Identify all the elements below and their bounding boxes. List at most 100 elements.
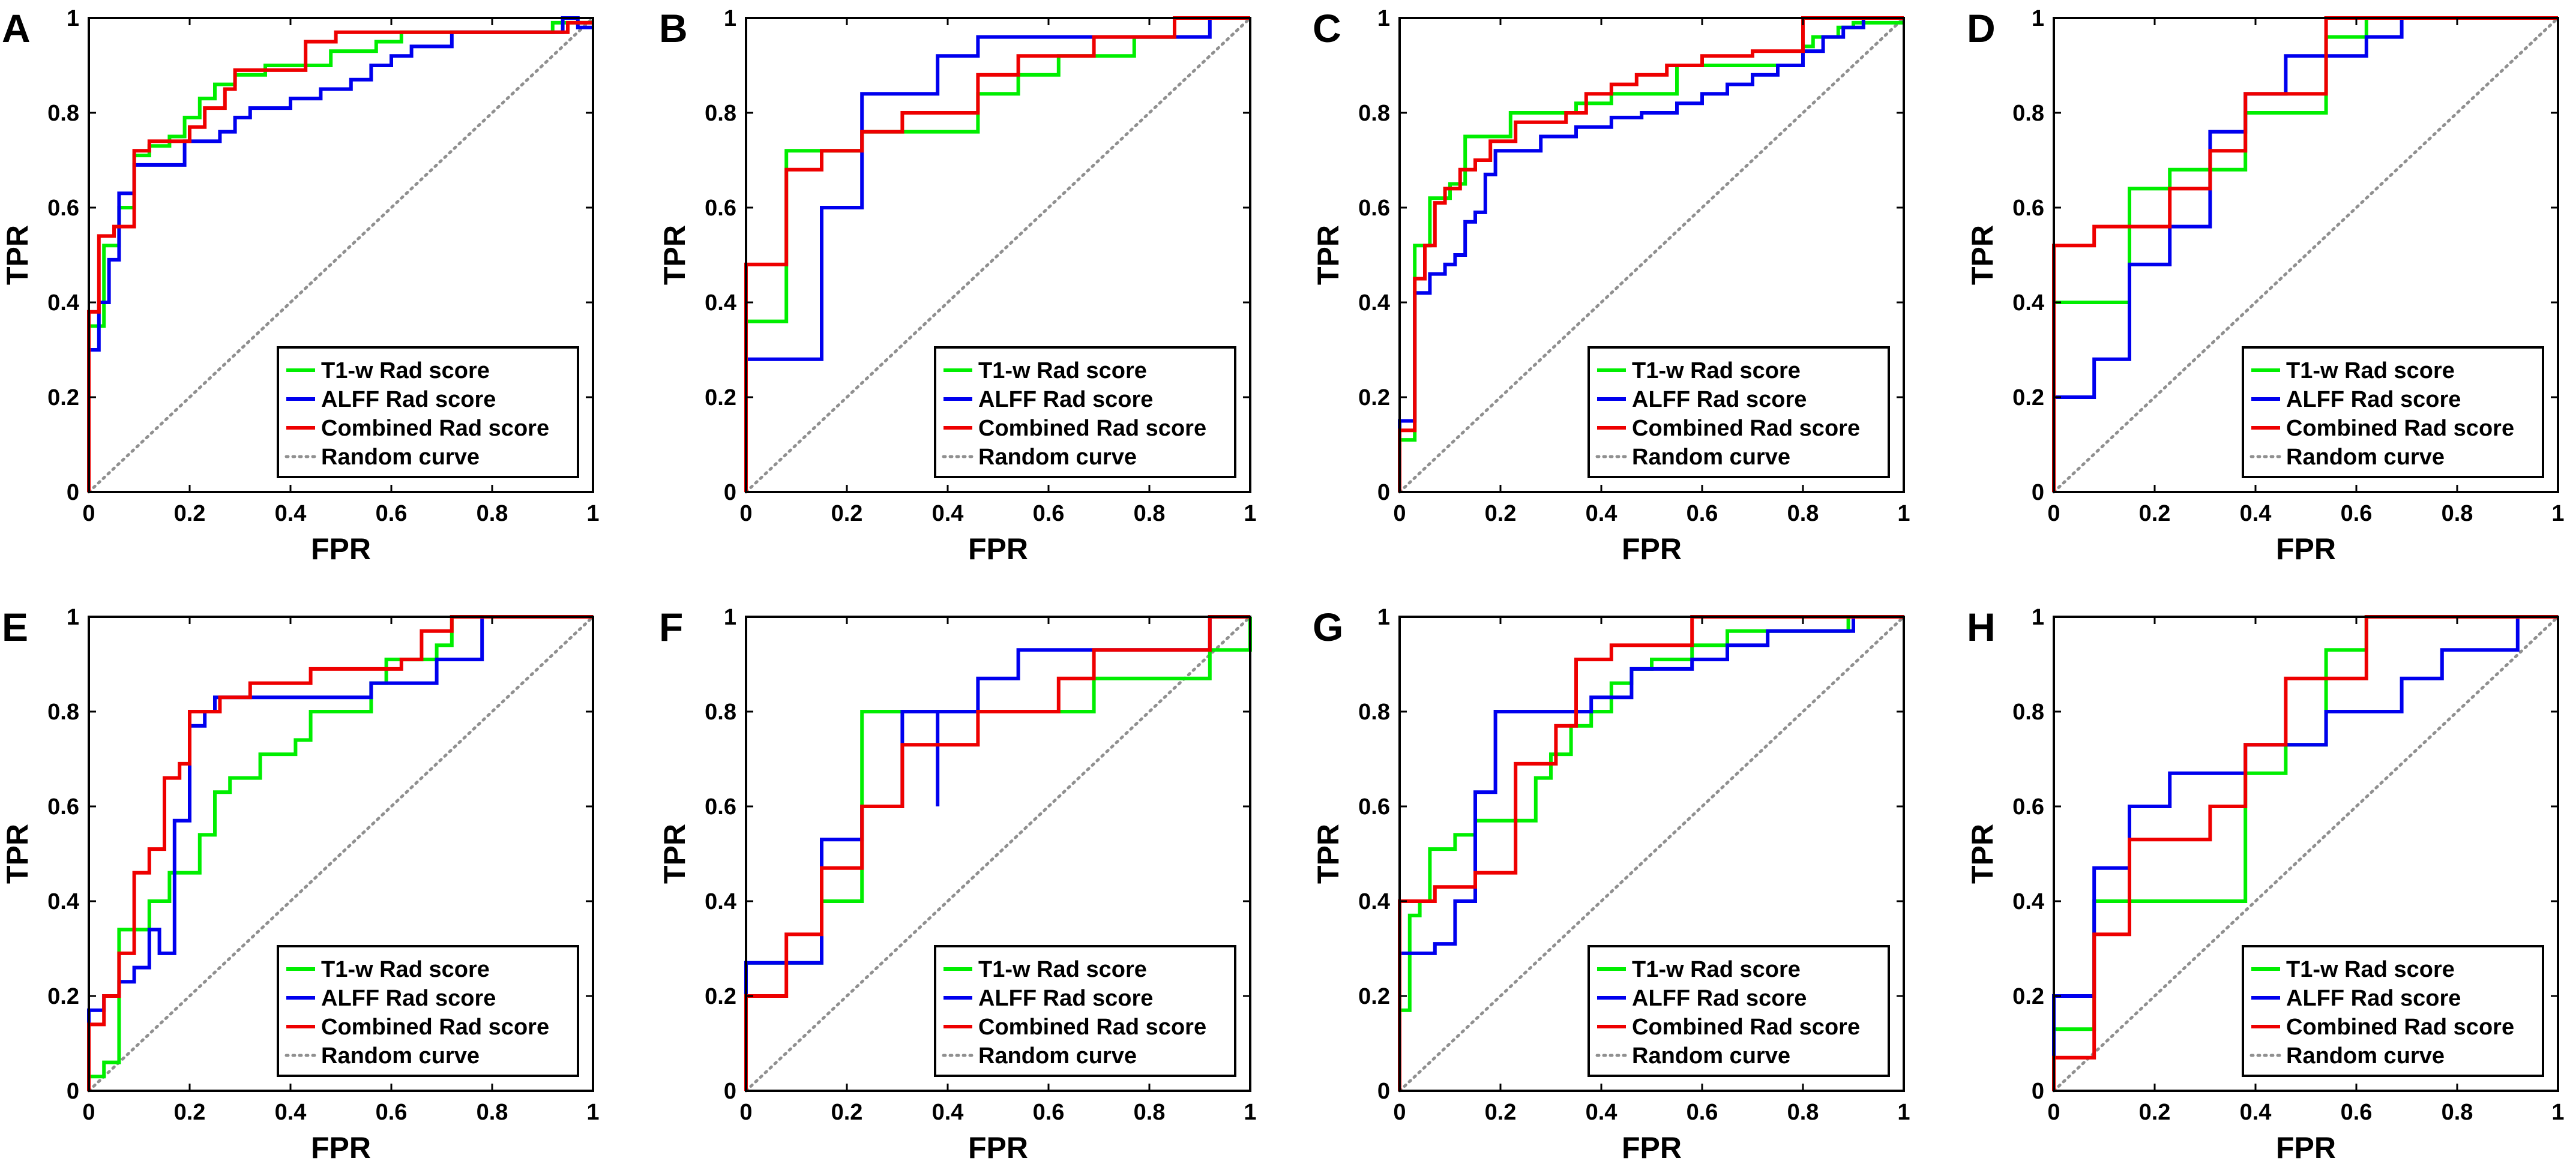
y-axis-title: TPR <box>1966 824 1999 884</box>
y-tick-label: 1 <box>1377 6 1390 31</box>
y-tick-label: 1 <box>1377 605 1390 630</box>
y-tick-label: 0.8 <box>2012 700 2044 725</box>
series-line-combined-rad-score <box>744 16 1250 492</box>
y-axis-title: TPR <box>658 824 691 884</box>
series-line-combined-rad-score <box>744 615 1250 1091</box>
x-axis-title: FPR <box>968 532 1028 566</box>
legend-label: ALFF Rad score <box>321 986 496 1011</box>
y-axis-title: TPR <box>1966 225 1999 285</box>
y-tick-label: 0 <box>67 480 79 505</box>
y-tick-label: 0.4 <box>2012 889 2044 914</box>
x-tick-label: 0.6 <box>2341 501 2373 526</box>
plot-frame <box>745 616 1251 1092</box>
legend-box <box>934 945 1236 1077</box>
x-tick-label: 0.8 <box>1787 1100 1819 1125</box>
series-line-combined-rad-score <box>87 615 593 1091</box>
y-tick-label: 0 <box>724 480 736 505</box>
plot-frame <box>1398 616 1905 1092</box>
series-line-combined-rad-score <box>2052 615 2558 1091</box>
panel-label: A <box>2 6 31 50</box>
x-tick-label: 0.8 <box>477 1100 508 1125</box>
x-tick-label: 0 <box>2047 501 2060 526</box>
x-tick-label: 1 <box>1897 1100 1910 1125</box>
x-tick-label: 0 <box>739 1100 752 1125</box>
legend-label: T1-w Rad score <box>978 957 1147 982</box>
x-tick-label: 0 <box>1393 1100 1406 1125</box>
random-curve-line <box>744 16 1252 494</box>
x-axis-title: FPR <box>2276 1131 2336 1165</box>
random-curve-line <box>1398 16 1906 494</box>
y-axis-title: TPR <box>1311 225 1345 285</box>
series-line-alff-rad-score <box>2052 16 2558 492</box>
legend-box <box>1587 346 1890 478</box>
plot-frame <box>2053 17 2559 493</box>
x-tick-label: 0 <box>1393 501 1406 526</box>
y-tick-label: 0.8 <box>705 101 736 126</box>
legend-label: T1-w Rad score <box>321 957 490 982</box>
y-tick-label: 0.2 <box>47 984 79 1009</box>
y-tick-label: 0.4 <box>1358 889 1390 914</box>
panel-e: E 0 0.2 0.4 0.6 0.8 1 0 0.2 0.4 0.6 0.8 1 FPR TPR T1-w … <box>1 605 600 1165</box>
y-tick-label: 0 <box>2032 1079 2044 1104</box>
legend-label: Random curve <box>1632 445 1790 470</box>
y-tick-label: 0.2 <box>1358 385 1390 410</box>
y-tick-label: 0.6 <box>705 196 736 221</box>
y-tick-label: 0.2 <box>1358 984 1390 1009</box>
legend-label: Combined Rad score <box>2286 1015 2514 1040</box>
x-tick-label: 0.4 <box>275 501 307 526</box>
y-tick-label: 0.8 <box>2012 101 2044 126</box>
legend-box <box>1587 945 1890 1077</box>
legend-label: ALFF Rad score <box>2286 387 2461 412</box>
panel-h: H 0 0.2 0.4 0.6 0.8 1 0 0.2 0.4 0.6 0.8 1 FPR TPR T1-w … <box>1966 605 2565 1165</box>
plot-frame <box>1398 17 1905 493</box>
y-tick-label: 0.6 <box>2012 196 2044 221</box>
x-tick-label: 0.4 <box>2240 501 2272 526</box>
legend-label: T1-w Rad score <box>1632 358 1801 383</box>
x-tick-label: 1 <box>1244 1100 1256 1125</box>
legend: T1-w Rad score ALFF Rad score Combined Rad… <box>1587 945 1890 1077</box>
legend: T1-w Rad score ALFF Rad score Combined Rad… <box>277 346 579 478</box>
plot-frame <box>88 17 594 493</box>
legend: T1-w Rad score ALFF Rad score Combined Rad… <box>277 945 579 1077</box>
legend-label: Random curve <box>978 445 1137 470</box>
legend-label: ALFF Rad score <box>321 387 496 412</box>
x-tick-label: 0.6 <box>1033 1100 1065 1125</box>
y-tick-label: 0.6 <box>47 794 79 820</box>
y-tick-label: 0.4 <box>1358 290 1390 316</box>
x-tick-label: 0.2 <box>2139 501 2171 526</box>
legend-box <box>2242 945 2544 1077</box>
y-tick-label: 0.8 <box>47 700 79 725</box>
y-tick-label: 0.2 <box>705 984 736 1009</box>
legend-label: T1-w Rad score <box>978 358 1147 383</box>
series-line-combined-rad-score <box>87 20 593 492</box>
x-axis-title: FPR <box>968 1131 1028 1165</box>
legend-label: Random curve <box>321 445 480 470</box>
series-line-alff-rad-score <box>744 16 1250 492</box>
legend-label: ALFF Rad score <box>978 986 1153 1011</box>
y-tick-label: 0.4 <box>705 290 736 316</box>
y-tick-label: 0.2 <box>705 385 736 410</box>
panel-label: G <box>1313 605 1343 649</box>
x-tick-label: 0.8 <box>1134 1100 1166 1125</box>
series-line-alff-rad-score <box>1398 615 1904 1091</box>
x-tick-label: 1 <box>586 1100 599 1125</box>
y-tick-label: 0 <box>2032 480 2044 505</box>
y-tick-label: 1 <box>724 605 736 630</box>
y-tick-label: 0.6 <box>705 794 736 820</box>
random-curve-line <box>2052 16 2560 494</box>
x-tick-label: 0.4 <box>1586 1100 1618 1125</box>
x-tick-label: 0.4 <box>932 1100 964 1125</box>
x-tick-label: 0.2 <box>174 501 206 526</box>
legend: T1-w Rad score ALFF Rad score Combined Rad… <box>934 346 1236 478</box>
series-line-combined-rad-score <box>2052 16 2558 492</box>
y-tick-label: 0.2 <box>47 385 79 410</box>
series-line-alff-rad-score <box>1398 16 1904 492</box>
legend-label: ALFF Rad score <box>1632 986 1807 1011</box>
y-tick-label: 0 <box>1377 480 1390 505</box>
x-tick-label: 0.2 <box>831 1100 863 1125</box>
random-curve-line <box>87 615 595 1093</box>
legend-label: Combined Rad score <box>978 416 1206 441</box>
random-curve-line <box>744 615 1252 1093</box>
y-tick-label: 1 <box>67 605 79 630</box>
panel-label: F <box>659 605 683 649</box>
